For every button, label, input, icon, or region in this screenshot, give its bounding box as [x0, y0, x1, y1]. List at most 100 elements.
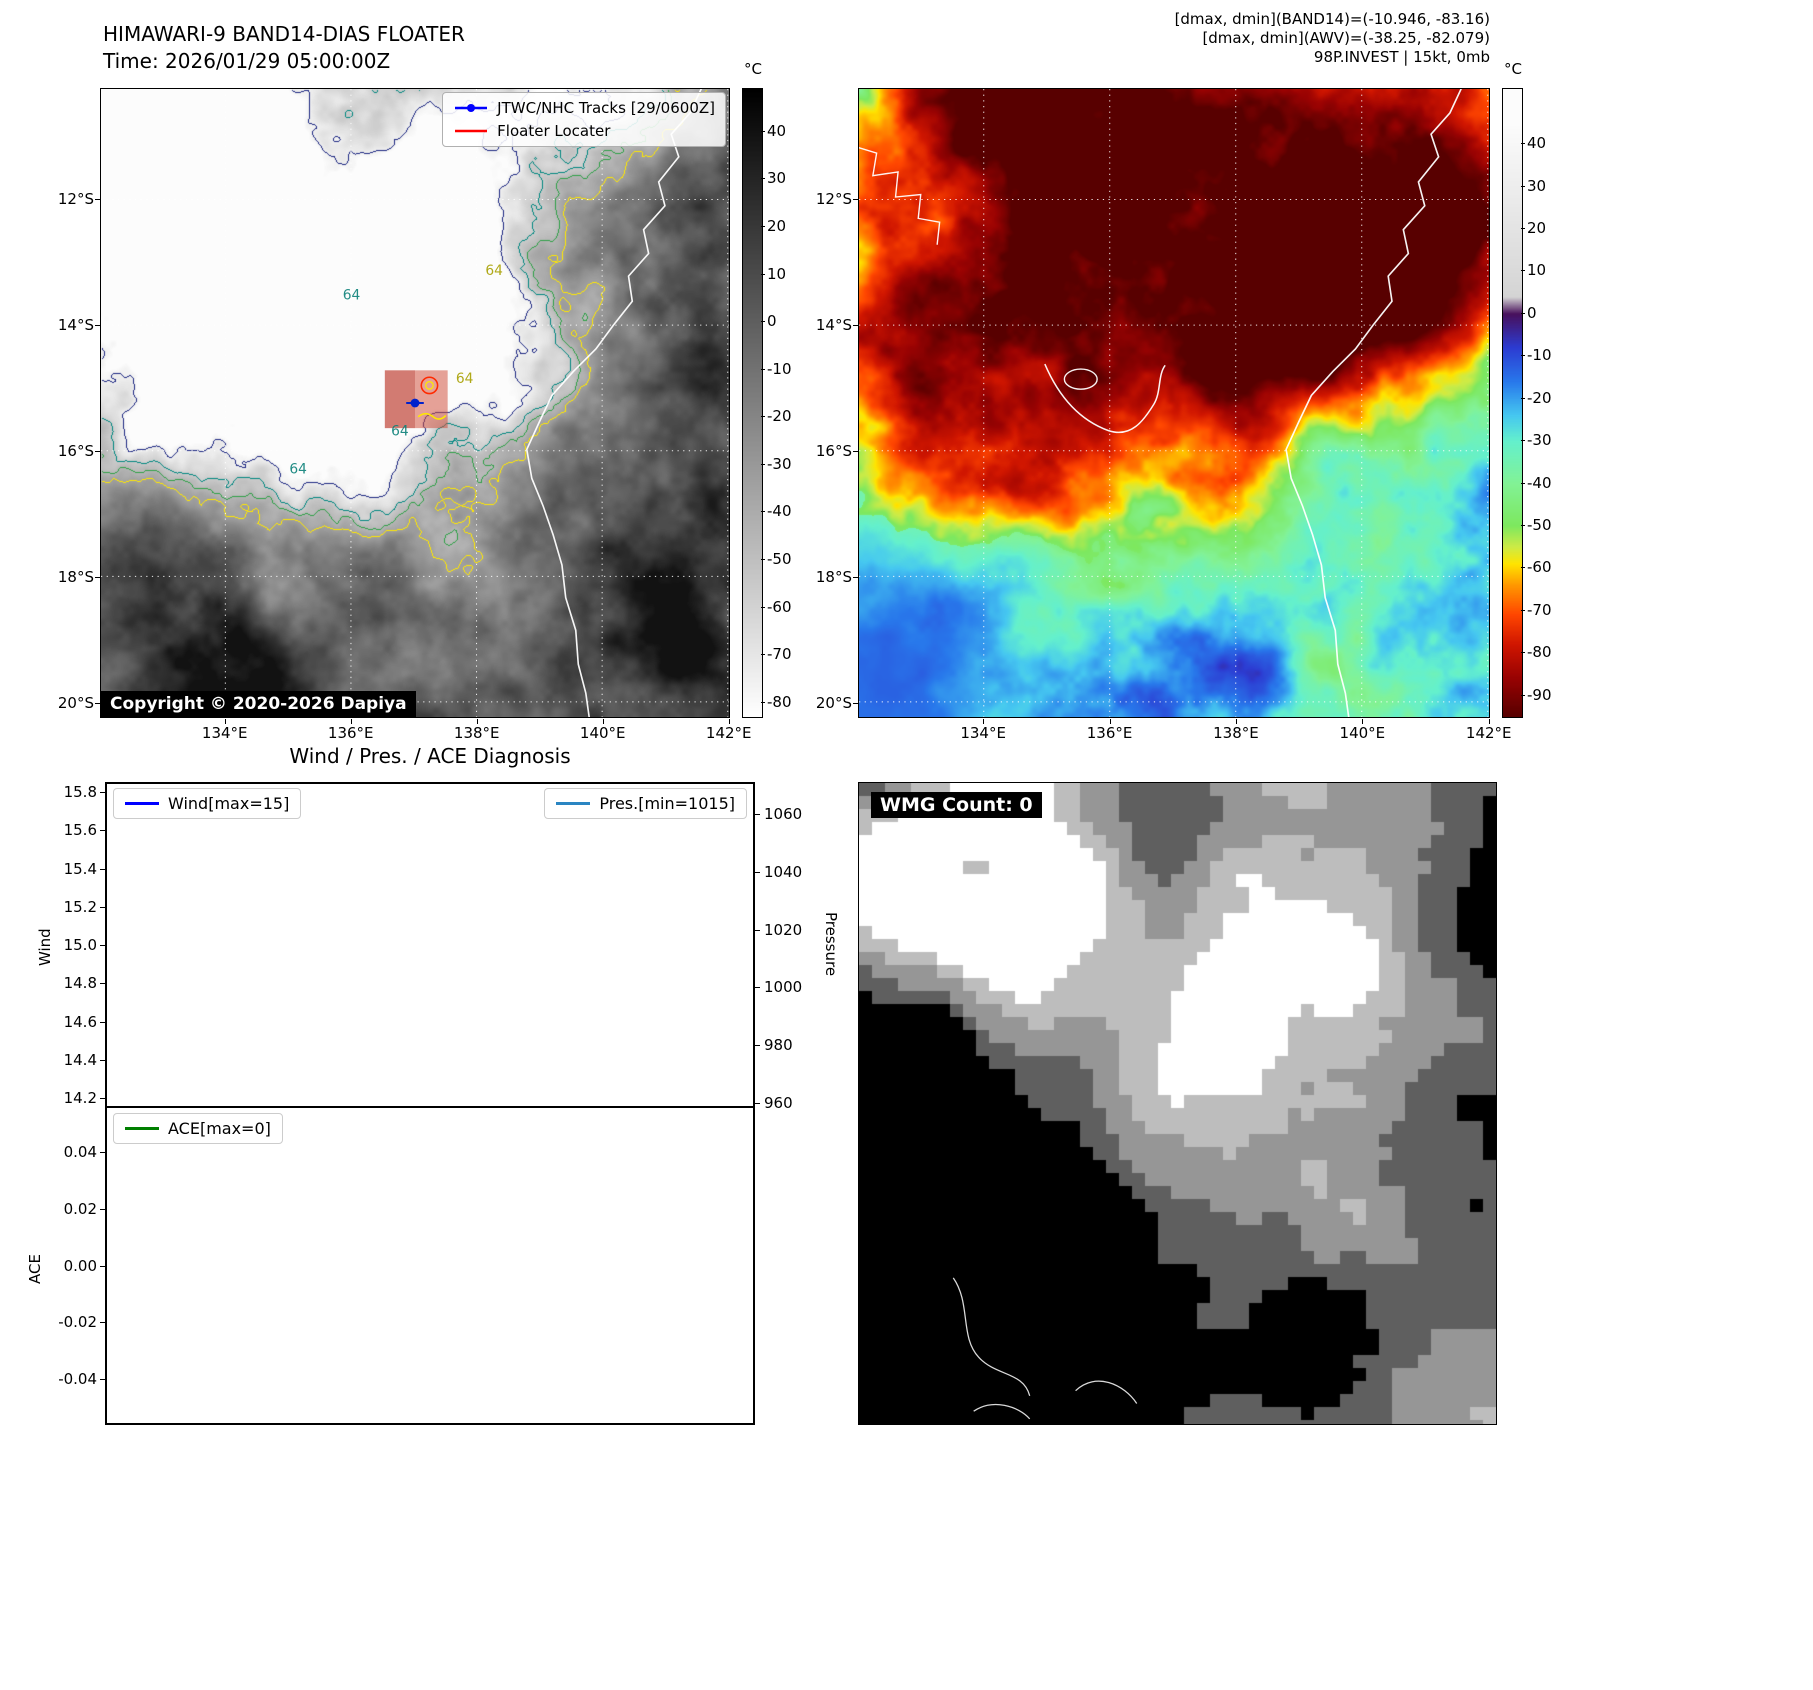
- awv-colorbar-tick-label: -60: [1527, 558, 1552, 577]
- awv-colorbar-tick-label: -90: [1527, 685, 1552, 704]
- awv-xtick-label: 136°E: [1086, 724, 1133, 742]
- tick-mark: [1235, 719, 1237, 724]
- tick-mark: [761, 606, 765, 608]
- wind-tick-label: 14.8: [63, 974, 97, 993]
- ace-axis-label: ACE: [26, 1254, 44, 1284]
- tick-mark: [1521, 355, 1525, 357]
- tick-mark: [755, 929, 760, 931]
- contour-label: 64: [391, 424, 409, 440]
- tick-mark: [755, 814, 760, 815]
- tick-mark: [100, 983, 105, 985]
- legend-row-floater: Floater Locater: [453, 122, 715, 140]
- band14-colorbar-tick-label: 40: [767, 121, 787, 140]
- contour-label: 64: [456, 371, 474, 387]
- wind-tick-label: 14.6: [63, 1012, 97, 1031]
- band14-map: 64 64 64 64 64 JTWC/NHC Tracks [29/0600Z] Fl…: [100, 88, 730, 718]
- awv-xtick-label: 142°E: [1465, 724, 1512, 742]
- tick-mark: [95, 324, 100, 326]
- band14-time: Time: 2026/01/29 05:00:00Z: [103, 49, 391, 73]
- axes-frame: [105, 782, 755, 1425]
- latlon-grid: [859, 89, 1489, 717]
- tick-mark: [1521, 143, 1525, 145]
- awv-satellite-image: [859, 89, 1489, 717]
- wind-tick-label: 14.2: [63, 1089, 97, 1107]
- floater-line-icon: [455, 129, 488, 133]
- tick-mark: [853, 198, 858, 200]
- tick-mark: [1521, 525, 1525, 527]
- awv-colorbar-tick-label: -20: [1527, 388, 1552, 407]
- tick-mark: [761, 178, 765, 180]
- awv-ytick-label: 12°S: [815, 189, 852, 208]
- tick-mark: [853, 702, 858, 704]
- pressure-tick-label: 960: [764, 1094, 793, 1112]
- tick-mark: [100, 868, 105, 870]
- legend-floater-label: Floater Locater: [497, 122, 611, 140]
- band14-map-legend: JTWC/NHC Tracks [29/0600Z] Floater Locat…: [442, 92, 726, 147]
- wind-tick-label: 15.8: [63, 783, 97, 801]
- ace-tick-label: 0.04: [63, 1143, 97, 1161]
- band14-xtick-label: 142°E: [705, 724, 752, 742]
- band14-ytick-label: 18°S: [57, 567, 94, 586]
- wind-legend: Wind[max=15]: [113, 788, 302, 819]
- awv-colorbar-tick-label: -80: [1527, 643, 1552, 662]
- band14-ytick-label: 14°S: [57, 315, 94, 334]
- arnhem-coastline: [859, 147, 941, 245]
- wind-axis-label: Wind: [36, 928, 54, 966]
- ace-tick-label: -0.02: [58, 1313, 97, 1332]
- wind-line-sample: [125, 802, 159, 805]
- tick-mark: [476, 719, 478, 724]
- awv-ytick-label: 18°S: [815, 567, 852, 586]
- track-line-icon: [455, 104, 488, 112]
- band14-colorbar-tick-label: -20: [767, 407, 792, 426]
- gulf-coastline: [1044, 363, 1166, 434]
- tick-mark: [100, 1059, 105, 1061]
- band14-colorbar-tick-label: 10: [767, 264, 787, 283]
- tick-mark: [100, 792, 105, 793]
- wind-tick-label: 14.4: [63, 1050, 97, 1069]
- band14-colorbar-tick-label: -70: [767, 645, 792, 664]
- contour-label: 64: [485, 263, 503, 279]
- tick-mark: [755, 987, 760, 989]
- tick-mark: [983, 719, 985, 724]
- tick-mark: [100, 830, 105, 832]
- awv-colorbar-tick-label: -50: [1527, 516, 1552, 535]
- band14-ytick-label: 12°S: [57, 189, 94, 208]
- tick-mark: [100, 1208, 105, 1210]
- band14-xtick-label: 140°E: [579, 724, 626, 742]
- tick-mark: [100, 1098, 105, 1099]
- wind-legend-label: Wind[max=15]: [168, 794, 290, 813]
- awv-overlay: [859, 89, 1489, 717]
- wmg-count-label: WMG Count: 0: [871, 792, 1042, 818]
- copyright-watermark: Copyright © 2020-2026 Dapiya: [101, 691, 416, 717]
- ace-legend-label: ACE[max=0]: [168, 1119, 271, 1138]
- awv-xtick-label: 140°E: [1339, 724, 1386, 742]
- tick-mark: [853, 324, 858, 326]
- tick-mark: [1521, 652, 1525, 654]
- awv-ytick-label: 14°S: [815, 315, 852, 334]
- tick-mark: [761, 511, 765, 513]
- band14-xtick-label: 136°E: [327, 724, 374, 742]
- band14-overlay: 64 64 64 64 64: [101, 89, 729, 717]
- awv-ytick-label: 20°S: [815, 693, 852, 712]
- tick-mark: [100, 1379, 105, 1380]
- tick-mark: [761, 559, 765, 560]
- tick-mark: [1521, 482, 1525, 484]
- tick-mark: [761, 416, 765, 418]
- tick-mark: [1521, 185, 1525, 187]
- tick-mark: [602, 719, 604, 724]
- tick-mark: [761, 463, 765, 465]
- tick-mark: [1521, 312, 1525, 314]
- tick-mark: [761, 368, 765, 370]
- awv-colorbar-tick-label: -70: [1527, 600, 1552, 619]
- tick-mark: [95, 198, 100, 200]
- pressure-tick-label: 980: [764, 1036, 793, 1055]
- pressure-legend: Pres.[min=1015]: [544, 788, 747, 819]
- legend-jtwc-label: JTWC/NHC Tracks [29/0600Z]: [497, 99, 715, 117]
- band14-title: HIMAWARI-9 BAND14-DIAS FLOATER: [103, 22, 465, 46]
- pressure-axis-label: Pressure: [822, 912, 840, 977]
- wind-tick-label: 15.0: [63, 936, 97, 954]
- tick-mark: [761, 654, 765, 656]
- coastline: [1285, 89, 1462, 717]
- tick-mark: [100, 1021, 105, 1023]
